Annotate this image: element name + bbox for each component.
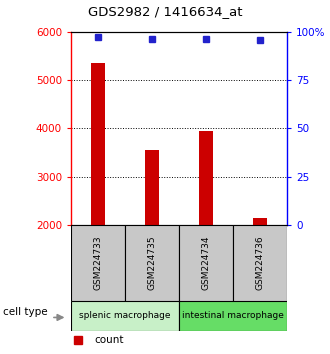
Bar: [199, 131, 213, 225]
Text: cell type: cell type: [3, 307, 48, 318]
Bar: [125, 225, 179, 301]
Text: GSM224734: GSM224734: [202, 236, 211, 290]
Bar: [179, 301, 287, 331]
Bar: [233, 225, 287, 301]
Bar: [253, 218, 267, 225]
Bar: [91, 63, 105, 225]
Bar: [71, 301, 179, 331]
Bar: [179, 225, 233, 301]
Text: GSM224736: GSM224736: [255, 235, 265, 290]
Text: count: count: [94, 335, 123, 345]
Text: splenic macrophage: splenic macrophage: [79, 312, 171, 320]
Bar: [71, 225, 125, 301]
Text: intestinal macrophage: intestinal macrophage: [182, 312, 284, 320]
Text: GSM224733: GSM224733: [93, 235, 103, 290]
Text: GDS2982 / 1416634_at: GDS2982 / 1416634_at: [88, 5, 242, 18]
Text: GSM224735: GSM224735: [148, 235, 156, 290]
Bar: [145, 150, 159, 225]
